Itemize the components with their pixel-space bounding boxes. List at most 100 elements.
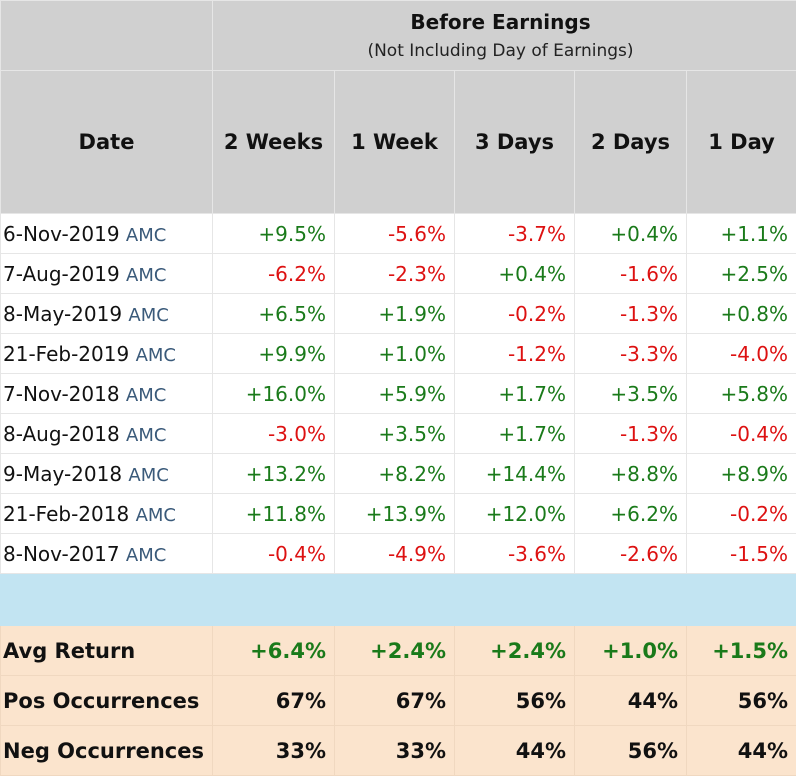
return-cell: -2.3% [335,254,455,294]
return-cell: +6.5% [213,294,335,334]
date-text: 21-Feb-2019 [3,342,129,366]
summary-value: 33% [335,726,455,776]
return-cell: +13.9% [335,494,455,534]
return-cell: -0.4% [213,534,335,574]
col-header-1-week: 1 Week [335,71,455,214]
return-cell: -0.2% [455,294,575,334]
return-cell: -1.3% [575,294,687,334]
table-row: 8-May-2019 AMC+6.5%+1.9%-0.2%-1.3%+0.8% [1,294,796,334]
date-text: 7-Aug-2019 [3,262,120,286]
summary-value: 44% [575,676,687,726]
return-cell: -3.7% [455,214,575,254]
col-header-2-weeks: 2 Weeks [213,71,335,214]
return-cell: +0.8% [687,294,796,334]
return-cell: -4.9% [335,534,455,574]
summary-label: Neg Occurrences [1,726,213,776]
return-cell: +3.5% [575,374,687,414]
date-text: 6-Nov-2019 [3,222,120,246]
return-cell: +14.4% [455,454,575,494]
timing-tag: AMC [126,385,166,406]
summary-value: 56% [575,726,687,776]
header-group: Before Earnings (Not Including Day of Ea… [213,1,796,71]
group-title: Before Earnings [213,7,788,37]
table-row: 7-Aug-2019 AMC-6.2%-2.3%+0.4%-1.6%+2.5% [1,254,796,294]
summary-value: 67% [335,676,455,726]
return-cell: -5.6% [335,214,455,254]
timing-tag: AMC [126,545,166,566]
date-text: 8-Aug-2018 [3,422,120,446]
summary-value: 56% [455,676,575,726]
summary-label: Pos Occurrences [1,676,213,726]
return-cell: -2.6% [575,534,687,574]
return-cell: +1.7% [455,374,575,414]
return-cell: +5.9% [335,374,455,414]
summary-row-avg: Avg Return +6.4% +2.4% +2.4% +1.0% +1.5% [1,626,796,676]
return-cell: +1.1% [687,214,796,254]
return-cell: -3.6% [455,534,575,574]
group-subtitle: (Not Including Day of Earnings) [213,37,788,65]
return-cell: -3.0% [213,414,335,454]
summary-value: +1.5% [687,626,796,676]
date-cell: 8-May-2019 AMC [1,294,213,334]
date-cell: 6-Nov-2019 AMC [1,214,213,254]
summary-row-pos: Pos Occurrences 67% 67% 56% 44% 56% [1,676,796,726]
return-cell: -1.3% [575,414,687,454]
summary-value: 44% [455,726,575,776]
return-cell: +12.0% [455,494,575,534]
date-cell: 8-Nov-2017 AMC [1,534,213,574]
col-header-1-day: 1 Day [687,71,796,214]
return-cell: -6.2% [213,254,335,294]
timing-tag: AMC [136,345,176,366]
return-cell: +8.9% [687,454,796,494]
date-text: 7-Nov-2018 [3,382,120,406]
return-cell: -3.3% [575,334,687,374]
return-cell: -0.4% [687,414,796,454]
timing-tag: AMC [128,465,168,486]
timing-tag: AMC [136,505,176,526]
return-cell: +2.5% [687,254,796,294]
summary-value: +2.4% [335,626,455,676]
date-cell: 7-Nov-2018 AMC [1,374,213,414]
return-cell: -1.6% [575,254,687,294]
table-row: 8-Nov-2017 AMC-0.4%-4.9%-3.6%-2.6%-1.5% [1,534,796,574]
return-cell: +1.0% [335,334,455,374]
date-cell: 21-Feb-2018 AMC [1,494,213,534]
return-cell: +6.2% [575,494,687,534]
return-cell: +13.2% [213,454,335,494]
return-cell: -0.2% [687,494,796,534]
table-row: 6-Nov-2019 AMC+9.5%-5.6%-3.7%+0.4%+1.1% [1,214,796,254]
date-cell: 9-May-2018 AMC [1,454,213,494]
header-corner [1,1,213,71]
table-row: 7-Nov-2018 AMC+16.0%+5.9%+1.7%+3.5%+5.8% [1,374,796,414]
date-cell: 8-Aug-2018 AMC [1,414,213,454]
return-cell: +5.8% [687,374,796,414]
date-text: 9-May-2018 [3,462,122,486]
return-cell: -1.2% [455,334,575,374]
return-cell: +16.0% [213,374,335,414]
return-cell: +0.4% [455,254,575,294]
timing-tag: AMC [126,225,166,246]
timing-tag: AMC [128,305,168,326]
date-cell: 21-Feb-2019 AMC [1,334,213,374]
summary-value: 44% [687,726,796,776]
spacer-row [1,574,796,626]
table-row: 8-Aug-2018 AMC-3.0%+3.5%+1.7%-1.3%-0.4% [1,414,796,454]
summary-row-neg: Neg Occurrences 33% 33% 44% 56% 44% [1,726,796,776]
return-cell: +1.7% [455,414,575,454]
return-cell: +8.2% [335,454,455,494]
date-text: 8-Nov-2017 [3,542,120,566]
date-text: 8-May-2019 [3,302,122,326]
return-cell: +1.9% [335,294,455,334]
return-cell: +8.8% [575,454,687,494]
return-cell: +11.8% [213,494,335,534]
summary-label: Avg Return [1,626,213,676]
return-cell: +9.5% [213,214,335,254]
return-cell: +9.9% [213,334,335,374]
return-cell: -4.0% [687,334,796,374]
col-header-date: Date [1,71,213,214]
summary-value: +6.4% [213,626,335,676]
return-cell: +3.5% [335,414,455,454]
return-cell: +0.4% [575,214,687,254]
summary-value: 33% [213,726,335,776]
